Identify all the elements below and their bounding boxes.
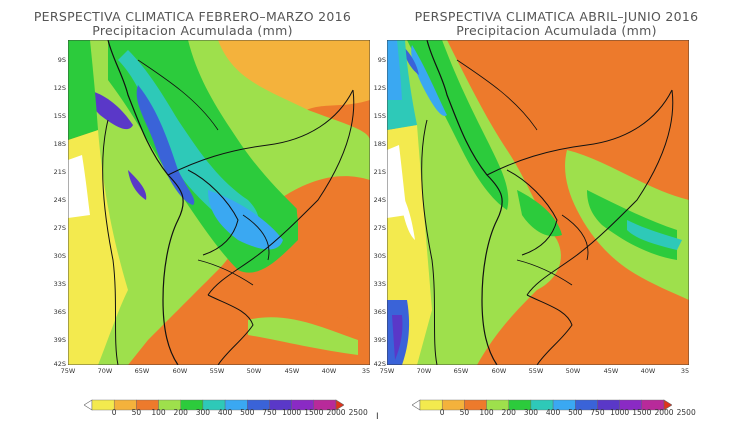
right-precip-map: [387, 40, 689, 365]
right-map-panel: PERSPECTIVA CLIMATICA ABRIL–JUNIO 2016 P…: [374, 0, 750, 422]
right-precip-map-svg: [387, 40, 689, 365]
colorbar-label: 300: [195, 408, 211, 417]
lon-tick: 75W: [379, 367, 395, 375]
left-precip-map-svg: [68, 40, 370, 365]
colorbar-label: 500: [240, 408, 255, 417]
lon-tick: 70W: [416, 367, 432, 375]
right-colorbar: 0 50 100 200 300 400 500 750 1000 1500 2000 2500: [411, 396, 696, 420]
colorbar-label: 2500: [676, 408, 696, 417]
right-title-line2: Precipitacion Acumulada (mm): [456, 23, 657, 38]
colorbar-label: 1000: [610, 408, 630, 417]
colorbar-label: 100: [479, 408, 494, 417]
lat-tick: 21S: [53, 168, 66, 176]
colorbar-label: 750: [262, 408, 277, 417]
colorbar-label: 0: [111, 408, 117, 417]
lon-tick: 40W: [640, 367, 656, 375]
footer-mark: I: [376, 412, 379, 422]
lon-tick: 50W: [246, 367, 262, 375]
right-title-line1: PERSPECTIVA CLIMATICA ABRIL–JUNIO 2016: [414, 9, 699, 24]
lon-tick: 60W: [491, 367, 507, 375]
lat-tick: 27S: [373, 224, 386, 232]
colorbar-swatch: [411, 399, 421, 411]
colorbar-label: 100: [151, 408, 166, 417]
lat-tick: 9S: [57, 56, 66, 64]
lon-tick: 50W: [565, 367, 581, 375]
lat-tick: 42S: [53, 360, 66, 368]
colorbar-swatch: [83, 399, 93, 411]
lon-tick: 40W: [321, 367, 337, 375]
colorbar-label: 400: [217, 408, 233, 417]
colorbar-label: 2000: [326, 408, 346, 417]
colorbar-label: 1000: [282, 408, 302, 417]
colorbar-label: 50: [131, 408, 142, 417]
lat-tick: 36S: [53, 308, 66, 316]
lat-tick: 21S: [373, 168, 386, 176]
colorbar-label: 1500: [304, 408, 324, 417]
left-title-line2: Precipitacion Acumulada (mm): [92, 23, 293, 38]
lat-tick: 33S: [53, 280, 66, 288]
colorbar-label: 1500: [632, 408, 652, 417]
colorbar-label: 200: [501, 408, 516, 417]
lon-tick: 45W: [603, 367, 619, 375]
lat-tick: 39S: [53, 336, 66, 344]
left-map-panel: PERSPECTIVA CLIMATICA FEBRERO–MARZO 2016…: [34, 9, 371, 375]
lon-tick: 55W: [528, 367, 544, 375]
lat-tick: 33S: [373, 280, 386, 288]
colorbar-label: 500: [568, 408, 583, 417]
lat-tick: 39S: [373, 336, 386, 344]
lon-tick: 55W: [209, 367, 225, 375]
lat-tick: 30S: [373, 252, 386, 260]
left-title-line1: PERSPECTIVA CLIMATICA FEBRERO–MARZO 2016: [33, 9, 352, 24]
lon-tick: 70W: [97, 367, 113, 375]
left-precip-map: [68, 40, 370, 365]
lon-tick: 35: [361, 367, 371, 375]
lat-tick: 15S: [53, 112, 66, 120]
colorbar-label: 0: [439, 408, 445, 417]
left-colorbar: 0 50 100 200 300 400 500 750 1000 1500 2000 2500: [83, 396, 368, 420]
left-colorbar-svg: [83, 399, 345, 411]
lon-tick: 60W: [172, 367, 188, 375]
colorbar-label: 200: [173, 408, 188, 417]
colorbar-label: 2500: [348, 408, 368, 417]
lat-tick: 9S: [377, 56, 386, 64]
lon-tick: 35: [680, 367, 690, 375]
lat-tick: 42S: [373, 360, 386, 368]
lat-tick: 36S: [373, 308, 386, 316]
colorbar-label: 300: [523, 408, 539, 417]
colorbar-label: 50: [459, 408, 470, 417]
colorbar-swatch: [335, 399, 345, 411]
lat-tick: 12S: [373, 84, 386, 92]
lon-tick: 65W: [134, 367, 150, 375]
colorbar-label: 750: [590, 408, 605, 417]
lat-tick: 24S: [373, 196, 386, 204]
lat-tick: 30S: [53, 252, 66, 260]
colorbar-label: 2000: [654, 408, 674, 417]
lat-tick: 15S: [373, 112, 386, 120]
colorbar-swatch: [663, 399, 673, 411]
lon-tick: 65W: [453, 367, 469, 375]
right-colorbar-svg: [411, 399, 673, 411]
lat-tick: 18S: [53, 140, 66, 148]
lat-tick: 24S: [53, 196, 66, 204]
lat-tick: 12S: [53, 84, 66, 92]
lat-tick: 27S: [53, 224, 66, 232]
lon-tick: 45W: [284, 367, 300, 375]
lat-tick: 18S: [373, 140, 386, 148]
colorbar-label: 400: [545, 408, 561, 417]
lon-tick: 75W: [60, 367, 76, 375]
